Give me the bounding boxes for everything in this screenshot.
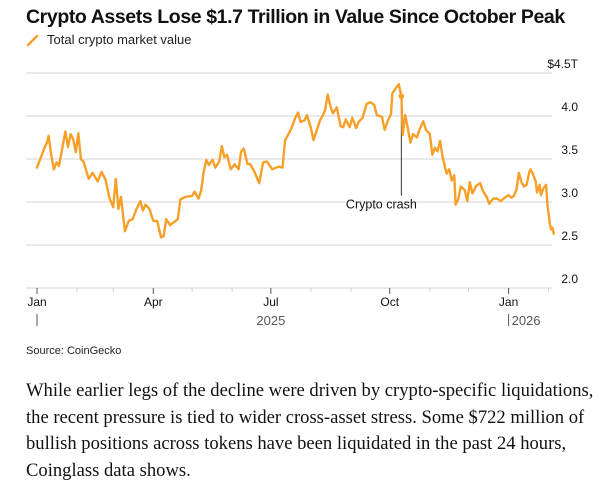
y-axis-labels: 2.0 2.5 3.0 3.5 4.0 $4.5T: [547, 57, 578, 286]
y-tick-label: 4.0: [561, 100, 578, 114]
chart-title: Crypto Assets Lose $1.7 Trillion in Valu…: [26, 6, 565, 28]
legend-line-icon: [26, 34, 39, 46]
article-paragraph: While earlier legs of the decline were d…: [26, 380, 594, 481]
y-tick-label: 2.5: [561, 229, 578, 243]
source-note: Source: CoinGecko: [26, 345, 122, 357]
y-tick-label: 3.0: [561, 186, 578, 200]
line-chart: 2.0 2.5 3.0 3.5 4.0 $4.5T Jan Apr Jul Oct Jan 2025…: [26, 57, 579, 328]
x-tick-label: Apr: [144, 295, 163, 309]
y-tick-label: 2.0: [561, 272, 578, 286]
year-label: 2026: [512, 313, 541, 328]
article-body: While earlier legs of the decline were d…: [26, 378, 606, 484]
year-label: 2025: [256, 313, 285, 328]
legend: Total crypto market value: [26, 32, 192, 47]
legend-label: Total crypto market value: [47, 32, 192, 47]
x-tick-label: Oct: [380, 295, 399, 309]
y-tick-label: $4.5T: [547, 57, 578, 71]
series-line-total-crypto-market-value: [35, 83, 555, 239]
annotation-label: Crypto crash: [346, 198, 417, 212]
x-tick-label: Jan: [499, 295, 518, 309]
x-axis: Jan Apr Jul Oct Jan 2025 2026: [27, 288, 550, 328]
x-tick-label: Jan: [27, 295, 46, 309]
x-tick-label: Jul: [263, 295, 278, 309]
y-tick-label: 3.5: [561, 143, 578, 157]
annotation-group: Crypto crash: [346, 93, 417, 212]
